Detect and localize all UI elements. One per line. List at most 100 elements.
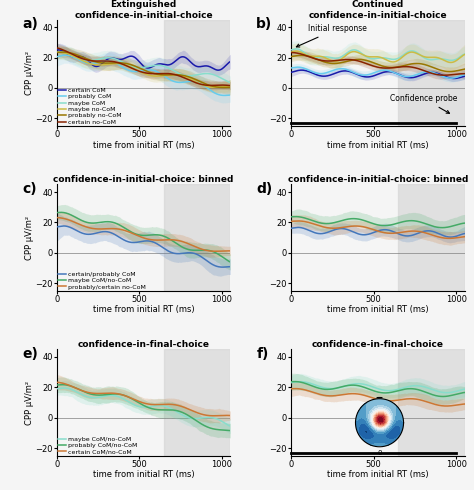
certain CoM <box>228 59 233 65</box>
Text: e): e) <box>22 347 38 361</box>
maybe CoM/no-CoM <box>298 379 303 385</box>
maybe CoM <box>448 57 454 63</box>
maybe CoM/no-CoM <box>161 233 166 239</box>
probably/certain no-CoM <box>288 219 294 224</box>
probably CoM <box>54 54 60 60</box>
probably CoM/no-CoM <box>435 393 441 399</box>
probably CoM <box>157 71 163 76</box>
Y-axis label: CPP μV/m²: CPP μV/m² <box>25 380 34 424</box>
certain CoM/no-CoM <box>54 379 60 385</box>
probably CoM <box>392 70 398 76</box>
maybe CoM/no-CoM <box>157 403 163 409</box>
Line: probably no-CoM: probably no-CoM <box>57 52 230 87</box>
certain no-CoM <box>441 72 447 78</box>
probably CoM <box>448 75 454 81</box>
certain/probably CoM <box>395 231 401 237</box>
probably no-CoM <box>161 72 166 78</box>
certain CoM/no-CoM <box>462 401 467 407</box>
Line: certain no-CoM: certain no-CoM <box>291 52 465 75</box>
X-axis label: time from initial RT (ms): time from initial RT (ms) <box>327 141 428 149</box>
Line: probably CoM/no-CoM: probably CoM/no-CoM <box>57 385 230 431</box>
certain CoM/no-CoM <box>292 386 298 392</box>
probably/certain no-CoM <box>392 230 398 236</box>
certain no-CoM <box>228 83 233 89</box>
probably/certain no-CoM <box>295 218 301 224</box>
certain no-CoM <box>462 71 467 76</box>
probably no-CoM <box>201 80 207 86</box>
probably CoM <box>55 54 60 60</box>
maybe CoM/no-CoM <box>289 380 294 386</box>
certain CoM/no-CoM <box>157 402 163 408</box>
probably no-CoM <box>221 84 227 90</box>
X-axis label: time from initial RT (ms): time from initial RT (ms) <box>93 305 194 315</box>
maybe no-CoM <box>435 55 441 61</box>
probably CoM/no-CoM <box>292 379 298 385</box>
probably no-CoM <box>446 69 452 74</box>
probably no-CoM <box>54 49 60 55</box>
certain/probably CoM <box>392 229 397 235</box>
certain/probably CoM <box>295 224 301 230</box>
Line: maybe CoM: maybe CoM <box>57 52 230 82</box>
probably CoM <box>201 83 207 89</box>
maybe CoM/no-CoM <box>462 386 467 392</box>
Line: probably CoM/no-CoM: probably CoM/no-CoM <box>291 382 465 396</box>
Text: Confidence probe: Confidence probe <box>390 94 457 113</box>
probably CoM/no-CoM <box>54 382 60 388</box>
probably CoM/no-CoM <box>161 407 166 413</box>
certain no-CoM <box>157 71 163 76</box>
Line: maybe CoM/no-CoM: maybe CoM/no-CoM <box>291 217 465 228</box>
certain CoM/no-CoM <box>444 403 449 409</box>
certain CoM/no-CoM <box>392 398 397 404</box>
Legend: certain/probably CoM, maybe CoM/no-CoM, probably/certain no-CoM: certain/probably CoM, maybe CoM/no-CoM, … <box>58 271 146 290</box>
Line: certain CoM/no-CoM: certain CoM/no-CoM <box>291 389 465 406</box>
Bar <box>399 349 465 456</box>
probably no-CoM <box>447 69 452 74</box>
certain no-CoM <box>394 64 400 70</box>
certain CoM <box>54 47 60 53</box>
probably/certain no-CoM <box>462 234 467 240</box>
probably CoM <box>212 90 218 96</box>
probably CoM/no-CoM <box>288 379 294 385</box>
probably CoM/no-CoM <box>59 382 65 388</box>
certain/probably CoM <box>212 263 218 269</box>
maybe no-CoM <box>160 73 166 79</box>
probably no-CoM <box>228 84 233 90</box>
probably CoM <box>289 65 294 71</box>
probably no-CoM <box>157 72 163 77</box>
maybe CoM/no-CoM <box>435 224 441 230</box>
certain/probably CoM <box>201 255 207 261</box>
maybe CoM <box>228 79 233 85</box>
certain/probably CoM <box>448 234 454 240</box>
Bar <box>399 20 465 126</box>
maybe CoM/no-CoM <box>435 389 441 394</box>
probably/certain no-CoM <box>200 246 206 252</box>
probably CoM/no-CoM <box>395 388 401 394</box>
probably no-CoM <box>392 64 398 70</box>
maybe CoM <box>201 71 207 76</box>
certain CoM <box>392 70 397 75</box>
maybe CoM <box>462 51 467 57</box>
certain CoM <box>392 70 398 76</box>
probably/certain no-CoM <box>212 248 218 254</box>
maybe CoM <box>158 63 164 69</box>
certain no-CoM <box>211 82 217 88</box>
maybe CoM/no-CoM <box>61 385 67 391</box>
certain CoM/no-CoM <box>395 397 401 403</box>
probably CoM/no-CoM <box>440 393 446 399</box>
certain no-CoM <box>446 72 452 78</box>
certain/probably CoM <box>446 234 452 240</box>
probably/certain no-CoM <box>54 215 60 220</box>
maybe CoM/no-CoM <box>288 214 294 220</box>
probably CoM <box>63 52 68 58</box>
maybe CoM/no-CoM <box>58 209 64 215</box>
probably no-CoM <box>212 84 218 90</box>
certain/probably CoM <box>392 229 398 235</box>
probably CoM <box>392 70 397 75</box>
maybe CoM/no-CoM <box>54 386 60 392</box>
certain no-CoM <box>54 45 60 51</box>
certain/probably CoM <box>288 225 294 231</box>
maybe CoM/no-CoM <box>447 224 452 230</box>
maybe CoM/no-CoM <box>392 221 397 227</box>
probably/certain no-CoM <box>446 235 452 241</box>
X-axis label: time from initial RT (ms): time from initial RT (ms) <box>93 470 194 479</box>
